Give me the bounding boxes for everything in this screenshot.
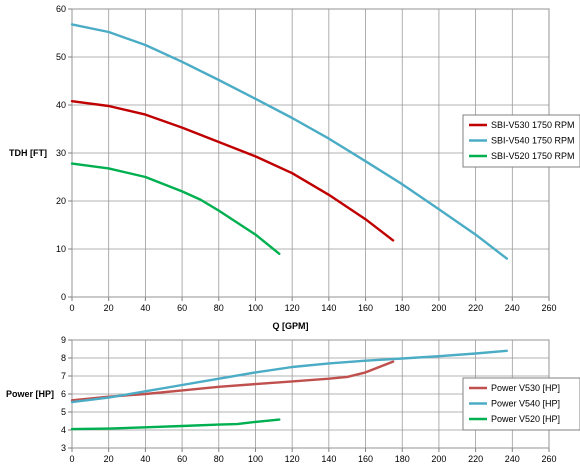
legend: SBI-V530 1750 RPM SBI-V540 1750 RPM SBI-V5… (462, 114, 580, 168)
y-tick-label: 0 (61, 292, 66, 302)
legend-label: SBI-V520 1750 RPM (491, 151, 575, 161)
x-tick-label: 120 (285, 454, 300, 464)
series-line-1 (70, 99, 395, 242)
x-tick-label: 260 (541, 303, 556, 313)
x-tick-label: 100 (248, 454, 263, 464)
x-tick-label: 100 (248, 303, 263, 313)
x-tick-label: 160 (358, 454, 373, 464)
x-tick-label: 0 (69, 303, 74, 313)
y-tick-label: 7 (61, 371, 66, 381)
series-line-2 (70, 23, 508, 260)
x-tick-label: 220 (468, 303, 483, 313)
y-tick-label: 30 (56, 148, 66, 158)
y-tick-label: 4 (61, 425, 66, 435)
x-tick-label: 180 (395, 454, 410, 464)
x-tick-label: 140 (321, 454, 336, 464)
y-tick-label: 5 (61, 407, 66, 417)
legend-label: Power V540 [HP] (491, 399, 560, 409)
x-tick-label: 220 (468, 454, 483, 464)
x-tick-label: 60 (177, 303, 187, 313)
legend-label: SBI-V540 1750 RPM (491, 136, 575, 146)
y-tick-label: 6 (61, 389, 66, 399)
series-line-3 (70, 162, 281, 256)
x-tick-label: 240 (505, 303, 520, 313)
x-tick-label: 160 (358, 303, 373, 313)
x-axis-title: Q [GPM] (273, 321, 309, 331)
series-line-3 (70, 418, 281, 431)
legend-label: SBI-V530 1750 RPM (491, 120, 575, 130)
x-tick-label: 20 (104, 454, 114, 464)
y-tick-label: 9 (61, 335, 66, 345)
x-tick-label: 200 (431, 303, 446, 313)
x-tick-label: 0 (69, 454, 74, 464)
y-tick-label: 50 (56, 52, 66, 62)
x-tick-label: 120 (285, 303, 300, 313)
legend-label: Power V520 [HP] (491, 414, 560, 424)
x-tick-label: 140 (321, 303, 336, 313)
x-tick-label: 240 (505, 454, 520, 464)
chart-1: 0 20 40 60 80 100 120 140 160 180 200 220 240 260 0 10 2… (9, 4, 580, 331)
x-tick-label: 260 (541, 454, 556, 464)
y-tick-label: 40 (56, 100, 66, 110)
x-tick-label: 200 (431, 454, 446, 464)
y-tick-label: 3 (61, 443, 66, 453)
x-tick-label: 80 (214, 303, 224, 313)
y-tick-label: 10 (56, 244, 66, 254)
x-tick-label: 40 (140, 303, 150, 313)
legend-label: Power V530 [HP] (491, 383, 560, 393)
x-tick-label: 60 (177, 454, 187, 464)
x-tick-label: 20 (104, 303, 114, 313)
series-line-2 (70, 349, 508, 404)
chart-2: 0 20 40 60 80 100 120 140 160 180 200 220 240 260 3 4 5 6… (6, 335, 580, 464)
y-axis-title: TDH [FT] (9, 148, 47, 158)
x-tick-label: 180 (395, 303, 410, 313)
x-tick-label: 80 (214, 454, 224, 464)
y-tick-label: 20 (56, 196, 66, 206)
y-tick-label: 8 (61, 353, 66, 363)
x-tick-label: 40 (140, 454, 150, 464)
y-axis-title: Power [HP] (6, 389, 54, 399)
y-tick-label: 60 (56, 4, 66, 14)
series-line-1 (70, 360, 395, 402)
legend: Power V530 [HP] Power V540 [HP] Power V520… (462, 377, 580, 431)
